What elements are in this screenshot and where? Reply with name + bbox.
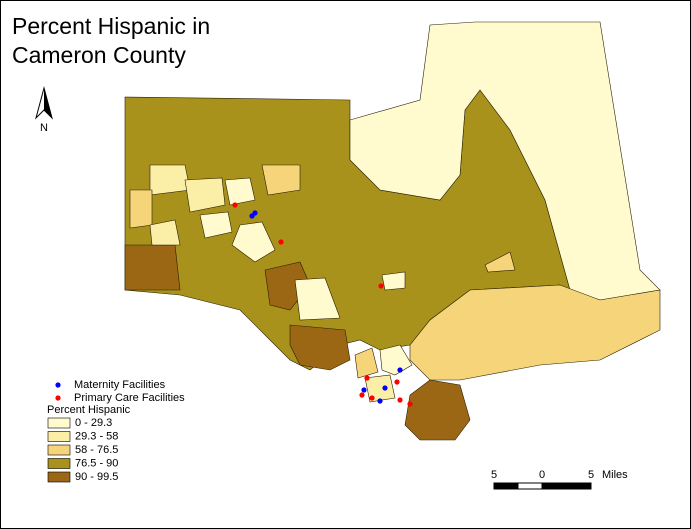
facility-point [364, 375, 370, 381]
tract [294, 277, 341, 321]
scale-tick-label: 5 [491, 469, 497, 481]
scale-bar [493, 482, 592, 490]
tract [354, 347, 379, 379]
facility-point [278, 239, 284, 245]
legend-title: Percent Hispanic [47, 404, 131, 416]
legend-swatch [47, 458, 71, 469]
tract [364, 374, 396, 403]
facility-point [232, 202, 238, 208]
facility-points [232, 202, 413, 407]
tract [129, 189, 153, 229]
legend-marker [55, 395, 61, 401]
facility-point [361, 387, 367, 393]
county-map [124, 21, 661, 441]
legend-swatch [47, 417, 71, 429]
facility-point [377, 398, 383, 404]
legend-label: 76.5 - 90 [75, 457, 118, 469]
legend-label: Primary Care Facilities [74, 392, 185, 404]
facility-point [378, 283, 384, 289]
tract [381, 271, 406, 291]
facility-point [359, 392, 365, 398]
facility-point [397, 397, 403, 403]
facility-point [249, 213, 255, 219]
north-label: N [40, 122, 48, 134]
legend-swatch [47, 444, 71, 456]
tract [124, 244, 181, 291]
legend-swatch [47, 431, 71, 442]
title-line: Percent Hispanic in [12, 13, 210, 39]
tract [184, 177, 226, 213]
legend-marker [55, 382, 61, 388]
north-arrow [35, 86, 53, 120]
legend-swatch [47, 471, 71, 483]
legend-label: 90 - 99.5 [75, 471, 118, 483]
legend-label: 29.3 - 58 [75, 430, 118, 442]
facility-point [394, 379, 400, 385]
tract [484, 251, 516, 273]
scale-unit: Miles [602, 469, 628, 481]
facility-point [407, 401, 413, 407]
tract [261, 164, 301, 196]
facility-point [397, 367, 403, 373]
tract [231, 221, 276, 263]
scale-tick-label: 0 [539, 469, 545, 481]
tract [224, 177, 256, 206]
tract [149, 164, 191, 196]
scale-tick-label: 5 [588, 469, 594, 481]
tract [404, 379, 471, 441]
title-line: Cameron County [12, 42, 186, 68]
legend-label: 58 - 76.5 [75, 444, 118, 456]
tract [349, 21, 661, 301]
tract [149, 219, 181, 246]
tract [199, 211, 233, 239]
tract [289, 324, 351, 371]
facility-point [382, 385, 388, 391]
facility-point [369, 395, 375, 401]
legend-label: Maternity Facilities [74, 379, 166, 391]
legend-label: 0 - 29.3 [75, 417, 112, 429]
tract [379, 344, 413, 376]
